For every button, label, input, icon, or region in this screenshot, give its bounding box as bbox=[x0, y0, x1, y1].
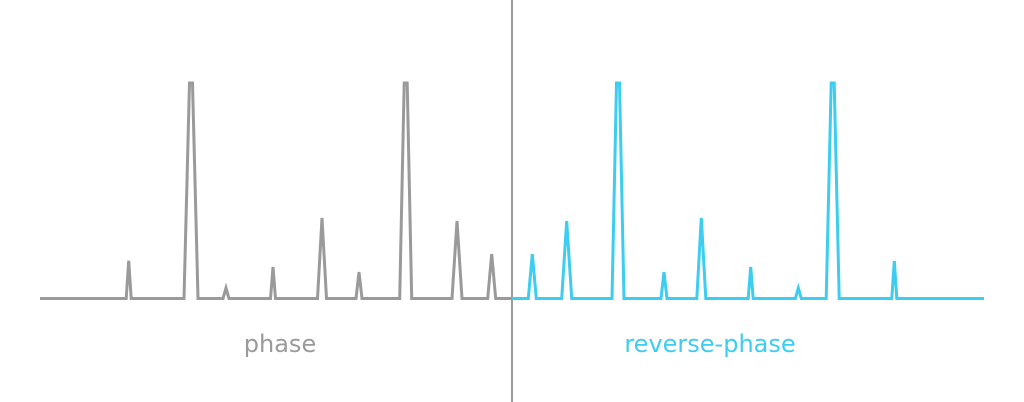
phase-chromatogram-trace bbox=[40, 81, 512, 300]
reverse-phase-label: reverse-phase bbox=[624, 330, 796, 358]
reverse-phase-chromatogram-trace bbox=[512, 81, 984, 300]
phase-label: phase bbox=[243, 330, 317, 358]
